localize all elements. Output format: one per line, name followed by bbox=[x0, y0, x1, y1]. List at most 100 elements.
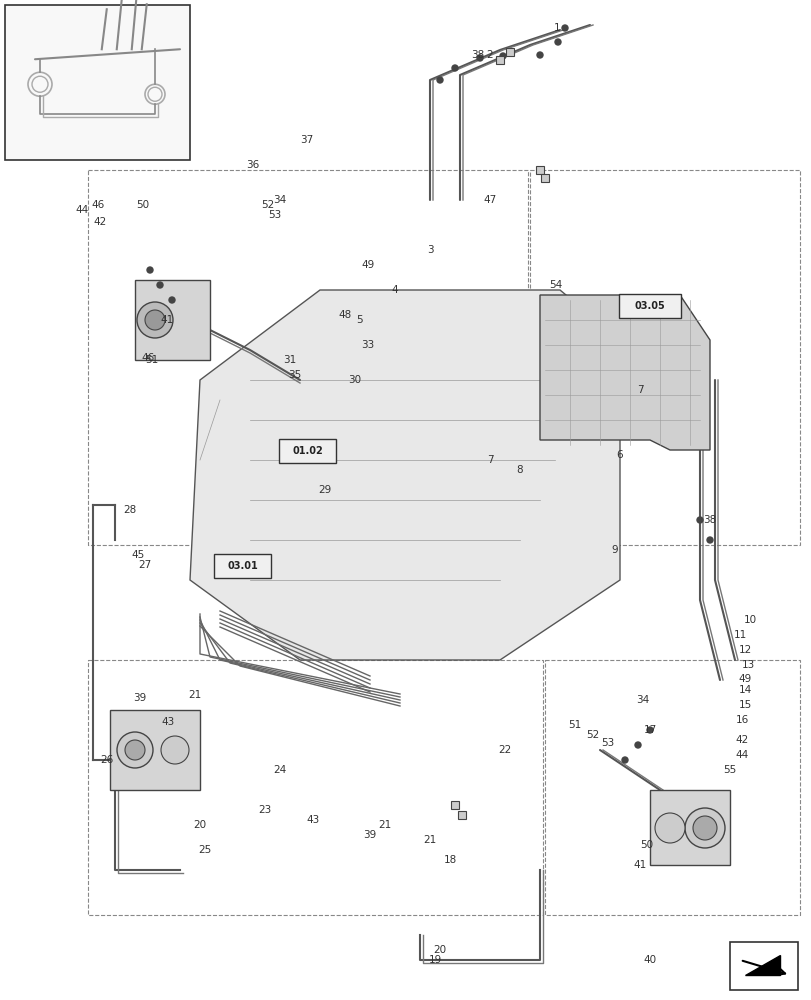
FancyBboxPatch shape bbox=[450, 801, 458, 809]
Text: 1: 1 bbox=[553, 23, 560, 33]
Text: 40: 40 bbox=[642, 955, 656, 965]
Text: 43: 43 bbox=[161, 717, 174, 727]
Text: 34: 34 bbox=[636, 695, 649, 705]
Text: 21: 21 bbox=[378, 820, 391, 830]
Text: 12: 12 bbox=[737, 645, 751, 655]
Text: 52: 52 bbox=[261, 200, 274, 210]
Text: 45: 45 bbox=[131, 550, 144, 560]
Text: 22: 22 bbox=[498, 745, 511, 755]
Text: 5: 5 bbox=[356, 315, 363, 325]
Text: 34: 34 bbox=[273, 195, 286, 205]
Circle shape bbox=[137, 302, 173, 338]
Text: 6: 6 bbox=[616, 450, 623, 460]
Text: 31: 31 bbox=[283, 355, 296, 365]
Text: 51: 51 bbox=[568, 720, 581, 730]
FancyBboxPatch shape bbox=[649, 790, 729, 865]
Circle shape bbox=[692, 816, 716, 840]
Circle shape bbox=[696, 517, 702, 523]
Circle shape bbox=[476, 55, 483, 61]
Circle shape bbox=[536, 52, 543, 58]
Text: 43: 43 bbox=[306, 815, 320, 825]
Text: 38: 38 bbox=[702, 515, 716, 525]
Circle shape bbox=[125, 740, 145, 760]
Text: 3: 3 bbox=[426, 245, 433, 255]
Text: 17: 17 bbox=[642, 725, 656, 735]
Text: 42: 42 bbox=[735, 735, 748, 745]
Text: 35: 35 bbox=[288, 370, 301, 380]
Circle shape bbox=[646, 727, 652, 733]
Text: 41: 41 bbox=[633, 860, 646, 870]
Text: 14: 14 bbox=[737, 685, 751, 695]
Text: 33: 33 bbox=[361, 340, 374, 350]
Text: 16: 16 bbox=[735, 715, 748, 725]
Text: 39: 39 bbox=[133, 693, 147, 703]
Circle shape bbox=[436, 77, 443, 83]
Text: 27: 27 bbox=[138, 560, 152, 570]
Circle shape bbox=[452, 65, 457, 71]
Text: 8: 8 bbox=[516, 465, 522, 475]
FancyBboxPatch shape bbox=[729, 942, 797, 990]
Circle shape bbox=[654, 813, 684, 843]
Text: 03.01: 03.01 bbox=[227, 561, 258, 571]
Circle shape bbox=[634, 742, 640, 748]
Text: 2: 2 bbox=[486, 50, 493, 60]
Text: 54: 54 bbox=[549, 280, 562, 290]
Text: 9: 9 bbox=[611, 545, 617, 555]
Text: 48: 48 bbox=[338, 310, 351, 320]
Text: 30: 30 bbox=[348, 375, 361, 385]
FancyBboxPatch shape bbox=[214, 554, 271, 578]
Text: 11: 11 bbox=[732, 630, 745, 640]
Text: 25: 25 bbox=[198, 845, 212, 855]
FancyBboxPatch shape bbox=[540, 174, 548, 182]
Circle shape bbox=[561, 25, 568, 31]
Circle shape bbox=[145, 310, 165, 330]
Circle shape bbox=[117, 732, 152, 768]
Text: 44: 44 bbox=[735, 750, 748, 760]
FancyBboxPatch shape bbox=[135, 280, 210, 360]
Text: 47: 47 bbox=[483, 195, 496, 205]
Text: 18: 18 bbox=[443, 855, 456, 865]
Text: 20: 20 bbox=[433, 945, 446, 955]
Polygon shape bbox=[744, 955, 779, 975]
Text: 10: 10 bbox=[743, 615, 756, 625]
Text: 24: 24 bbox=[273, 765, 286, 775]
FancyBboxPatch shape bbox=[5, 5, 190, 160]
Text: 46: 46 bbox=[92, 200, 105, 210]
Text: 13: 13 bbox=[740, 660, 753, 670]
Text: 52: 52 bbox=[586, 730, 599, 740]
Text: 4: 4 bbox=[391, 285, 398, 295]
Text: 46: 46 bbox=[141, 353, 154, 363]
Text: 49: 49 bbox=[361, 260, 374, 270]
Circle shape bbox=[500, 53, 505, 59]
Polygon shape bbox=[539, 295, 709, 450]
Circle shape bbox=[147, 267, 152, 273]
FancyBboxPatch shape bbox=[505, 48, 513, 56]
FancyBboxPatch shape bbox=[279, 439, 336, 463]
FancyBboxPatch shape bbox=[457, 811, 466, 819]
Polygon shape bbox=[190, 290, 620, 660]
Text: 53: 53 bbox=[601, 738, 614, 748]
Text: 29: 29 bbox=[318, 485, 331, 495]
Circle shape bbox=[706, 537, 712, 543]
Text: 50: 50 bbox=[640, 840, 653, 850]
FancyBboxPatch shape bbox=[535, 166, 543, 174]
Circle shape bbox=[157, 282, 163, 288]
FancyBboxPatch shape bbox=[496, 56, 504, 64]
Text: 55: 55 bbox=[723, 765, 736, 775]
Text: 53: 53 bbox=[268, 210, 281, 220]
Text: 49: 49 bbox=[737, 674, 751, 684]
Text: 39: 39 bbox=[363, 830, 376, 840]
Text: 03.05: 03.05 bbox=[634, 301, 664, 311]
Circle shape bbox=[554, 39, 560, 45]
Circle shape bbox=[161, 736, 189, 764]
Circle shape bbox=[684, 808, 724, 848]
Text: 21: 21 bbox=[423, 835, 436, 845]
Circle shape bbox=[621, 757, 627, 763]
Text: 01.02: 01.02 bbox=[292, 446, 323, 456]
FancyBboxPatch shape bbox=[618, 294, 680, 318]
Text: 51: 51 bbox=[145, 355, 158, 365]
Text: 28: 28 bbox=[123, 505, 136, 515]
Text: 38: 38 bbox=[471, 50, 484, 60]
Text: 26: 26 bbox=[101, 755, 114, 765]
Text: 41: 41 bbox=[161, 315, 174, 325]
